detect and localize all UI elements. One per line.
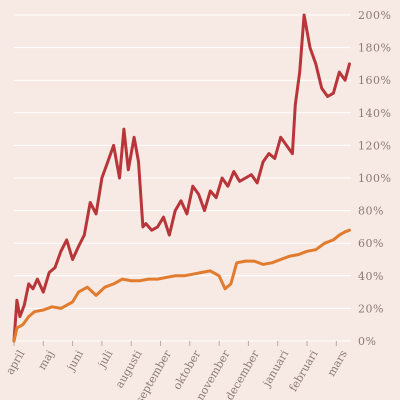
y-tick-label: 60% bbox=[358, 237, 384, 250]
x-tick-label: januari bbox=[259, 348, 291, 391]
y-tick-label: 140% bbox=[358, 107, 391, 120]
x-tick-label: mars bbox=[325, 348, 350, 379]
y-tick-label: 40% bbox=[358, 270, 384, 283]
x-tick-label: augusti bbox=[113, 348, 145, 391]
y-tick-label: 0% bbox=[358, 335, 376, 348]
series-line-red bbox=[12, 13, 351, 343]
x-tick-label: oktober bbox=[171, 347, 204, 392]
y-axis-tick-labels: 0% 20% 40% 60% 80% 100% 120% 140% 160% 180% 200% bbox=[358, 9, 391, 348]
x-axis-tick-labels: april maj juni juliaugustiseptemberoktobern… bbox=[3, 347, 350, 400]
y-tick-label: 200% bbox=[358, 9, 391, 22]
y-tick-label: 80% bbox=[358, 205, 384, 218]
grid-lines bbox=[13, 14, 351, 346]
y-tick-label: 160% bbox=[358, 74, 391, 87]
x-tick-label: maj bbox=[35, 348, 56, 372]
x-tick-label: april bbox=[3, 348, 27, 377]
y-tick-label: 100% bbox=[358, 172, 391, 185]
series-lines bbox=[12, 13, 351, 343]
y-tick-label: 20% bbox=[358, 302, 384, 315]
y-tick-label: 120% bbox=[358, 139, 391, 152]
y-tick-label: 180% bbox=[358, 42, 391, 55]
series-line-orange bbox=[12, 228, 351, 343]
x-tick-label: juni bbox=[63, 348, 86, 375]
x-tick-label: juli bbox=[94, 348, 115, 372]
x-tick-label: februari bbox=[287, 348, 321, 394]
